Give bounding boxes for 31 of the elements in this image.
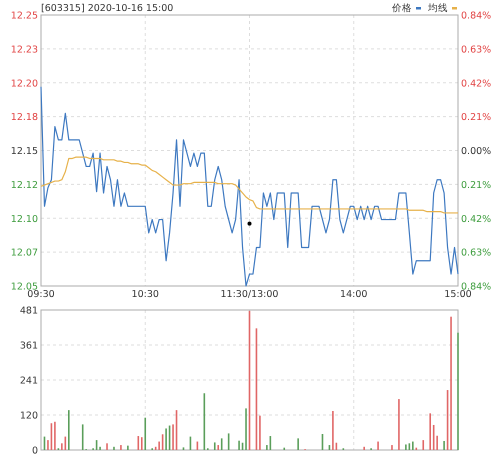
y2-tick-label: 0.21% bbox=[461, 112, 492, 124]
x-tick-label: 10:30 bbox=[132, 289, 159, 300]
line-series bbox=[40, 156, 459, 214]
legend-label: 价格 bbox=[391, 2, 412, 14]
y-tick-label: 12.18 bbox=[10, 112, 38, 124]
y-tick-label: 361 bbox=[20, 340, 38, 352]
y2-tick-label: 0.42% bbox=[461, 214, 492, 225]
x-tick-label: 14:00 bbox=[340, 289, 368, 300]
line-series bbox=[40, 86, 459, 287]
x-tick-label: 11:30/13:00 bbox=[220, 289, 278, 300]
y-tick-label: 241 bbox=[20, 376, 38, 386]
y2-tick-label: 0.42% bbox=[461, 78, 492, 90]
y-tick-label: 12.25 bbox=[10, 10, 38, 22]
y2-tick-label: 0.00% bbox=[461, 146, 492, 157]
y-tick-label: 481 bbox=[20, 306, 38, 316]
y-tick-label: 12.23 bbox=[10, 44, 38, 56]
y2-tick-label: 0.21% bbox=[461, 180, 492, 191]
legend-label: 均线 bbox=[427, 2, 448, 14]
y2-tick-label: 0.63% bbox=[461, 248, 492, 259]
chart-title: [603315] 2020-10-16 15:00 bbox=[41, 3, 174, 14]
y-tick-label: 120 bbox=[20, 410, 38, 422]
y2-tick-label: 0.84% bbox=[461, 10, 492, 22]
x-tick-label: 09:30 bbox=[27, 289, 55, 300]
y-tick-label: 12.15 bbox=[10, 146, 38, 157]
y-tick-label: 0 bbox=[32, 446, 38, 454]
y-tick-label: 12.10 bbox=[10, 214, 38, 225]
y2-tick-label: 0.63% bbox=[461, 44, 492, 56]
y-tick-label: 12.12 bbox=[10, 180, 38, 191]
y-tick-label: 12.20 bbox=[10, 78, 38, 90]
x-tick-label: 15:00 bbox=[444, 289, 472, 300]
y-tick-label: 12.07 bbox=[10, 248, 38, 259]
